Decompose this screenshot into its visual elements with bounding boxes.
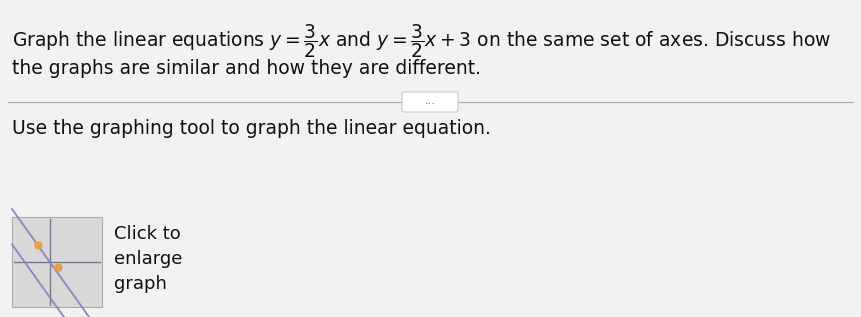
Text: Graph the linear equations $y = \dfrac{3}{2}x$ and $y = \dfrac{3}{2}x + 3$ on th: Graph the linear equations $y = \dfrac{3… (12, 22, 831, 60)
Text: Click to
enlarge
graph: Click to enlarge graph (114, 225, 183, 293)
Text: the graphs are similar and how they are different.: the graphs are similar and how they are … (12, 59, 481, 78)
FancyBboxPatch shape (402, 92, 458, 112)
Bar (12, 217, 102, 307)
Text: Use the graphing tool to graph the linear equation.: Use the graphing tool to graph the linea… (12, 119, 491, 138)
Text: ...: ... (424, 96, 436, 107)
